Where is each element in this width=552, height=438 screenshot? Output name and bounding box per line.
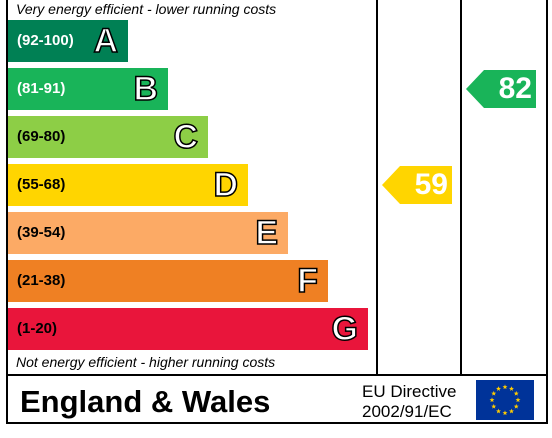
band-range-label: (39-54) xyxy=(17,224,66,241)
eu-star xyxy=(513,390,519,396)
eu-flag-icon xyxy=(476,380,534,420)
band-d: (55-68) D xyxy=(8,164,248,206)
eu-star xyxy=(509,386,514,391)
band-range-label: (21-38) xyxy=(17,272,66,289)
potential-rating-value: 82 xyxy=(498,72,532,105)
eu-star xyxy=(502,384,508,390)
band-a: (92-100) A xyxy=(8,20,128,62)
band-letter: F xyxy=(296,261,318,301)
bottom-caption: Not energy efficient - higher running co… xyxy=(16,354,276,370)
directive-line-2: 2002/91/EC xyxy=(362,402,452,421)
band-letter: D xyxy=(213,165,239,205)
footer-divider xyxy=(6,374,548,376)
band-letter: C xyxy=(173,117,199,157)
band-letter: B xyxy=(133,69,159,109)
band-range-label: (1-20) xyxy=(17,320,58,337)
band-range-label: (81-91) xyxy=(17,80,66,97)
band-letter: G xyxy=(331,309,359,349)
current-column-divider xyxy=(376,0,378,376)
eu-star xyxy=(496,386,501,391)
band-c: (69-80) C xyxy=(8,116,208,158)
region-title: England & Wales xyxy=(20,384,271,419)
rating-arrow-shape xyxy=(466,70,536,108)
band-range-label: (69-80) xyxy=(17,128,66,145)
band-letter: E xyxy=(255,213,279,253)
directive-line-1: EU Directive xyxy=(362,382,457,401)
eu-star xyxy=(491,390,497,396)
band-f: (21-38) F xyxy=(8,260,328,302)
epc-frame xyxy=(6,0,548,424)
eu-directive: EU Directive 2002/91/EC xyxy=(362,382,456,422)
eu-star xyxy=(502,410,508,416)
potential-column-divider xyxy=(460,0,462,376)
eu-star xyxy=(491,403,497,409)
eu-star xyxy=(496,408,501,414)
band-range-label: (55-68) xyxy=(17,176,66,193)
band-range-label: (92-100) xyxy=(17,32,74,49)
current-rating-value: 59 xyxy=(414,168,448,201)
current-rating-arrow: 59 xyxy=(382,166,452,204)
eu-star xyxy=(515,397,521,403)
top-caption: Very energy efficient - lower running co… xyxy=(16,1,277,17)
band-b: (81-91) B xyxy=(8,68,168,110)
band-g: (1-20) G xyxy=(8,308,368,350)
band-e: (39-54) E xyxy=(8,212,288,254)
band-letter: A xyxy=(93,21,119,61)
eu-flag-stars xyxy=(489,384,521,416)
current-rating-shape xyxy=(382,166,452,204)
potential-rating-shape xyxy=(466,70,536,108)
potential-rating-arrow: 82 xyxy=(466,70,536,108)
eu-star xyxy=(509,408,514,414)
rating-arrow-shape xyxy=(382,166,452,204)
eu-star xyxy=(513,403,519,409)
eu-star xyxy=(489,397,495,403)
